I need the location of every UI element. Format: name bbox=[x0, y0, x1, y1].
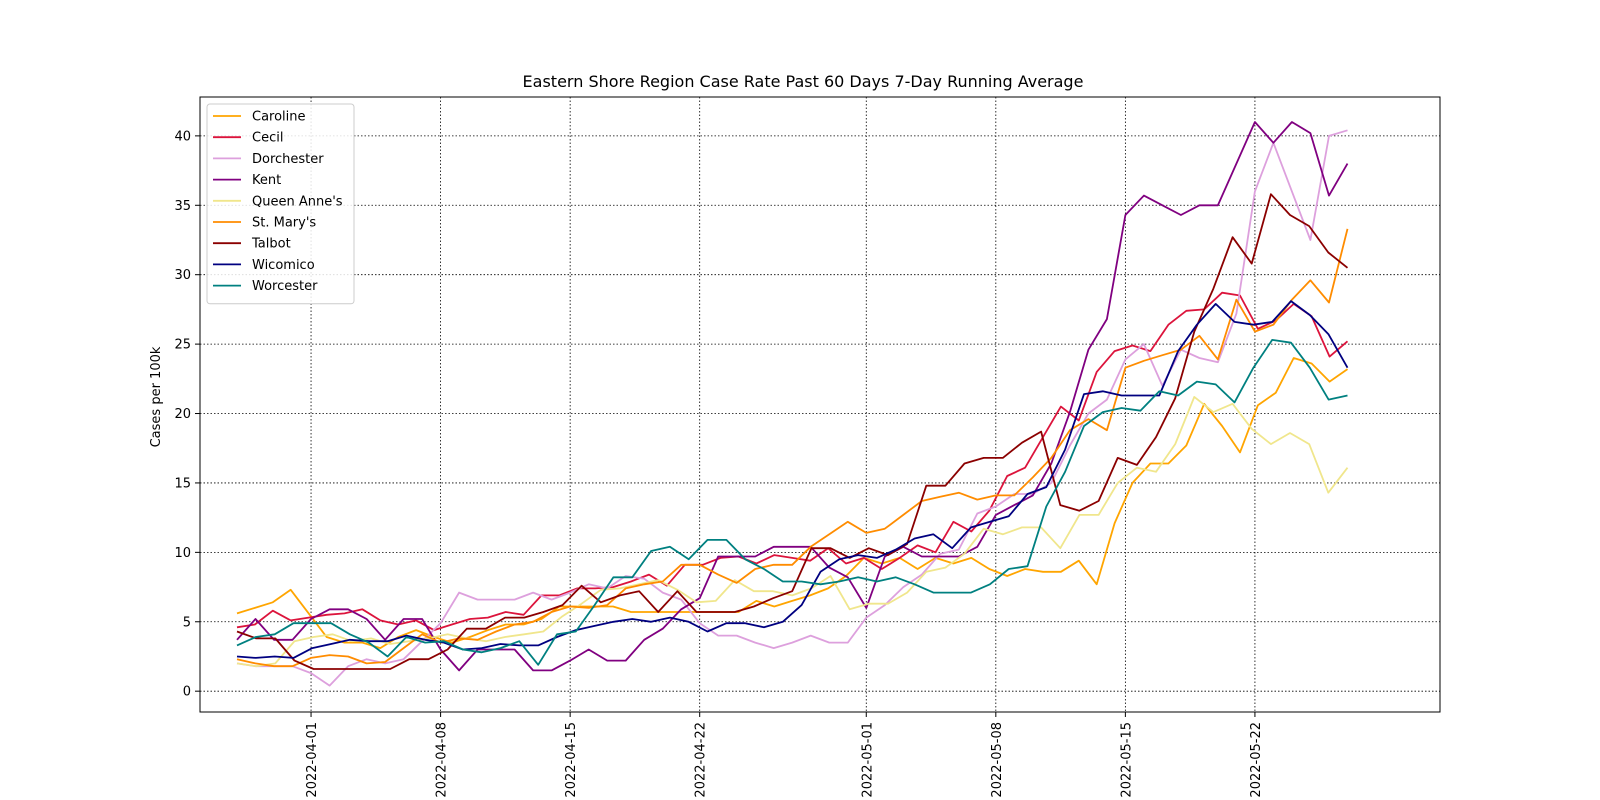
y-tick-label: 20 bbox=[174, 407, 191, 422]
x-tick-label: 2022-05-08 bbox=[990, 722, 1005, 798]
series-lines bbox=[236, 121, 1349, 687]
series-line-worcester bbox=[236, 338, 1348, 666]
series-line-cecil bbox=[236, 291, 1349, 631]
legend-label-kent: Kent bbox=[252, 173, 281, 188]
legend-label-queen-anne-s: Queen Anne's bbox=[252, 194, 343, 209]
y-axis-label: Cases per 100k bbox=[149, 346, 164, 447]
series-line-wicomico bbox=[236, 300, 1349, 659]
legend-label-dorchester: Dorchester bbox=[252, 152, 324, 167]
legend-label-worcester: Worcester bbox=[252, 279, 318, 294]
y-tick-label: 35 bbox=[174, 199, 191, 214]
y-tick-label: 40 bbox=[174, 129, 191, 144]
series-line-queen-anne-s bbox=[236, 395, 1349, 668]
series-line-kent bbox=[236, 121, 1349, 672]
x-tick-label: 2022-04-22 bbox=[694, 722, 709, 798]
plot-frame bbox=[199, 96, 1441, 713]
series-line-dorchester bbox=[236, 129, 1348, 687]
legend-label-cecil: Cecil bbox=[252, 131, 283, 146]
legend-label-caroline: Caroline bbox=[252, 110, 306, 125]
legend-label-talbot: Talbot bbox=[251, 237, 291, 252]
legend-label-st-mary-s: St. Mary's bbox=[252, 216, 316, 231]
y-tick-label: 10 bbox=[174, 546, 191, 561]
y-tick-label: 0 bbox=[183, 685, 191, 700]
y-tick-label: 5 bbox=[183, 615, 191, 630]
y-tick-label: 15 bbox=[174, 476, 191, 491]
x-tick-label: 2022-04-08 bbox=[435, 722, 450, 798]
chart-title: Eastern Shore Region Case Rate Past 60 D… bbox=[523, 72, 1084, 91]
legend-label-wicomico: Wicomico bbox=[252, 258, 315, 273]
y-tick-label: 30 bbox=[174, 268, 191, 283]
series-line-st-mary-s bbox=[236, 228, 1349, 668]
grid-lines bbox=[200, 97, 1440, 712]
x-tick-label: 2022-05-15 bbox=[1119, 722, 1134, 798]
series-line-talbot bbox=[236, 193, 1349, 670]
series-line-caroline bbox=[236, 357, 1349, 649]
x-tick-label: 2022-04-01 bbox=[305, 722, 320, 798]
legend-box bbox=[206, 103, 355, 305]
x-tick-label: 2022-04-15 bbox=[564, 722, 579, 798]
axis-ticks: 2022-04-01 2022-04-08 2022-04-15 2022-04-22… bbox=[174, 129, 1263, 797]
x-tick-label: 2022-05-22 bbox=[1249, 722, 1264, 798]
legend: Caroline Cecil Dorchester Kent Queen Anne's S… bbox=[206, 103, 355, 305]
y-tick-label: 25 bbox=[174, 338, 191, 353]
x-tick-label: 2022-05-01 bbox=[860, 722, 875, 798]
